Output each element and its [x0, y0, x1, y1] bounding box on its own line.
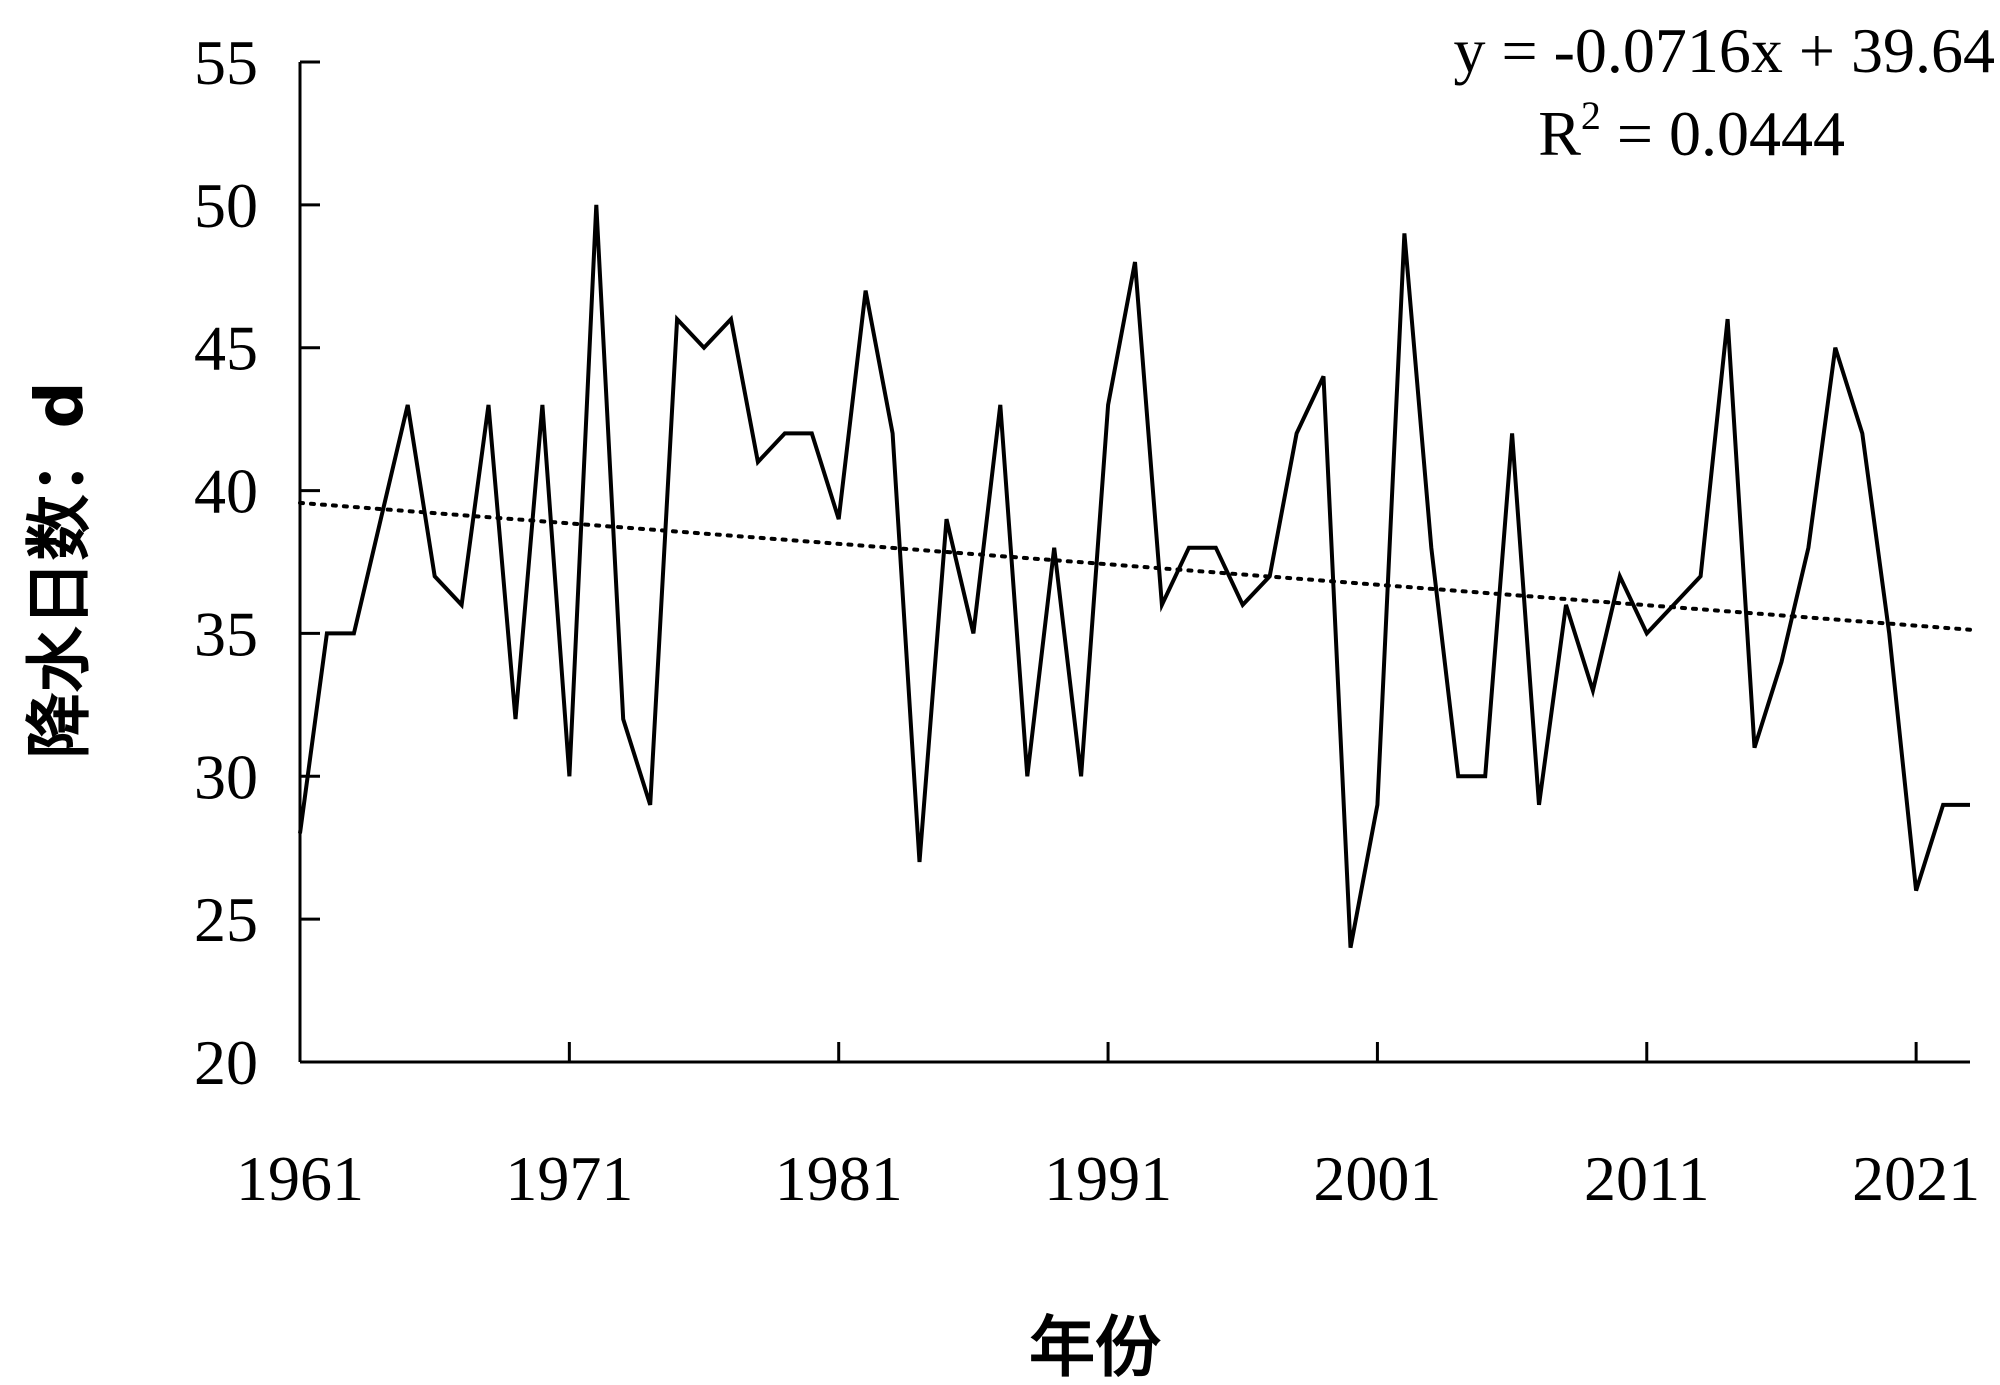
- x-tick-label: 1981: [775, 1143, 903, 1214]
- trendline: [298, 500, 1972, 632]
- trendline-path: [298, 500, 1972, 632]
- x-tick-label: 1961: [236, 1143, 364, 1214]
- y-tick-label: 20: [194, 1027, 258, 1098]
- y-tick-label: 55: [194, 27, 258, 98]
- trendline-r-squared: R2 = 0.0444: [1538, 93, 1845, 169]
- axes: [298, 62, 1970, 1064]
- x-tick-label: 1991: [1044, 1143, 1172, 1214]
- series: [298, 204, 1970, 949]
- y-axis-ticks: 20 25 30 35 40 45 50 55: [194, 27, 320, 1098]
- y-tick-label: 45: [194, 313, 258, 384]
- x-axis-ticks: 1961 1971 1981 1991 2001 2011 2021: [236, 1042, 1980, 1214]
- x-tick-label: 1971: [505, 1143, 633, 1214]
- trendline-equation: y = -0.0716x + 39.64: [1454, 15, 1996, 86]
- x-tick-label: 2021: [1852, 1143, 1980, 1214]
- series-line: [298, 204, 1970, 949]
- r2-prefix: R: [1538, 98, 1581, 169]
- y-tick-label: 40: [194, 456, 258, 527]
- y-tick-label: 25: [194, 884, 258, 955]
- y-tick-label: 30: [194, 741, 258, 812]
- x-axis-title: 年份: [1029, 1309, 1161, 1385]
- y-axis-title: 降水日数：d: [21, 381, 98, 758]
- r2-value: = 0.0444: [1601, 98, 1845, 169]
- x-tick-label: 2001: [1313, 1143, 1441, 1214]
- x-tick-label: 2011: [1584, 1143, 1710, 1214]
- y-tick-label: 35: [194, 598, 258, 669]
- r2-superscript: 2: [1581, 93, 1601, 138]
- y-tick-label: 50: [194, 170, 258, 241]
